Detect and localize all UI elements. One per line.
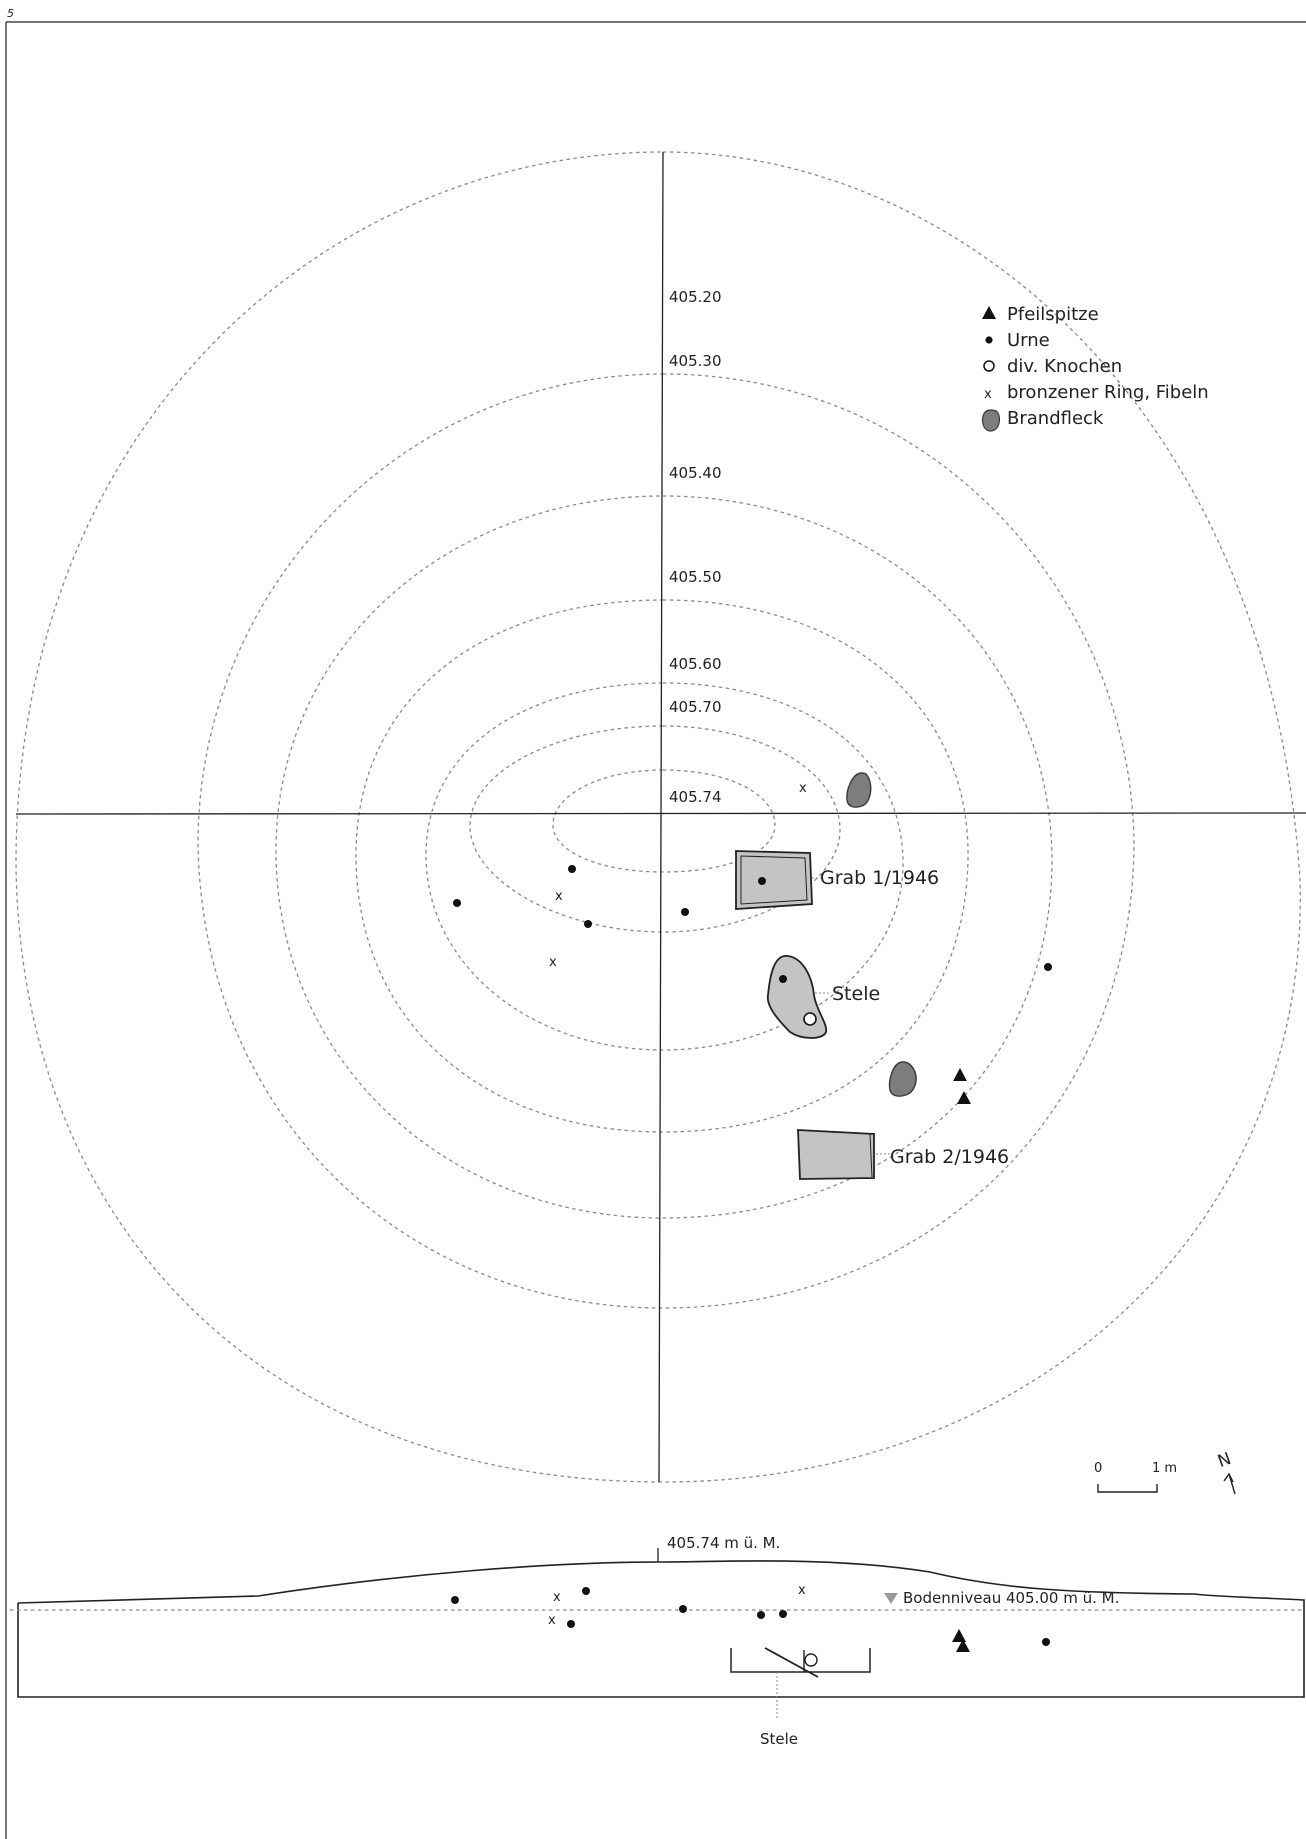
contour-405-50 <box>355 599 969 1133</box>
legend: Pfeilspitze Urne div. Knochen x bronzene… <box>981 304 1209 432</box>
grid-axes <box>15 151 1306 1483</box>
pfeilspitze-marker <box>952 1629 966 1642</box>
contour-label-405-74: 405.74 <box>669 788 722 806</box>
contour-label-405-70: 405.70 <box>669 698 722 716</box>
contour-label-405-20: 405.20 <box>669 288 722 306</box>
urne-marker <box>679 1605 687 1613</box>
contour-405-70 <box>469 725 841 933</box>
urne-marker <box>453 899 461 907</box>
stele-feature: Stele <box>766 955 880 1039</box>
ground-level-label: Bodenniveau 405.00 m ü. M. <box>903 1589 1119 1607</box>
legend-dot-icon <box>985 336 993 344</box>
urne-marker <box>1044 963 1052 971</box>
svg-text:N: N <box>1215 1449 1234 1472</box>
scale-bar: 0 1 m <box>1094 1461 1177 1493</box>
grab-2-1946: Grab 2/1946 <box>797 1129 1009 1180</box>
urne-marker <box>681 908 689 916</box>
contour-label-405-60: 405.60 <box>669 655 722 673</box>
contour-label-405-50: 405.50 <box>669 568 722 586</box>
brandfleck-2 <box>888 1061 917 1097</box>
section-stele-label: Stele <box>760 1730 798 1748</box>
legend-label-knochen: div. Knochen <box>1007 356 1122 377</box>
contour-405-74 <box>552 769 776 873</box>
pfeilspitze-marker <box>956 1639 970 1652</box>
stele-label: Stele <box>832 983 880 1005</box>
grab-2-label: Grab 2/1946 <box>890 1146 1009 1168</box>
ring-marker: x <box>555 889 563 904</box>
plan-finds: x x x <box>453 781 1052 1104</box>
legend-triangle-icon <box>982 306 996 319</box>
ring-marker: x <box>549 955 557 970</box>
urne-marker <box>1042 1638 1050 1646</box>
scale-one-label: 1 m <box>1152 1461 1177 1476</box>
ground-level-triangle-icon <box>884 1593 898 1604</box>
contour-405-40 <box>275 495 1053 1219</box>
contour-lines <box>15 151 1301 1483</box>
legend-label-ring: bronzener Ring, Fibeln <box>1007 382 1209 403</box>
grab-1-label: Grab 1/1946 <box>820 867 939 889</box>
contour-labels: 405.20 405.30 405.40 405.50 405.60 405.7… <box>666 287 722 806</box>
contour-label-405-40: 405.40 <box>669 464 722 482</box>
ring-marker: x <box>799 781 807 796</box>
pfeilspitze-marker <box>957 1091 971 1104</box>
ring-marker: x <box>798 1583 806 1598</box>
section-top-label: 405.74 m ü. M. <box>667 1534 780 1552</box>
urne-marker <box>568 865 576 873</box>
pfeilspitze-marker <box>953 1068 967 1081</box>
brandfleck-1 <box>846 772 872 808</box>
legend-circle-icon <box>983 360 995 372</box>
grab-1-1946: Grab 1/1946 <box>735 850 939 910</box>
urne-marker <box>567 1620 575 1628</box>
contour-405-60 <box>425 682 904 1051</box>
urne-marker <box>451 1596 459 1604</box>
urne-marker <box>757 1611 765 1619</box>
legend-label-pfeilspitze: Pfeilspitze <box>1007 304 1099 325</box>
legend-x-icon: x <box>984 387 992 402</box>
page-number: 5 <box>7 7 14 20</box>
plan-frame <box>5 21 1306 1839</box>
urne-marker <box>582 1587 590 1595</box>
north-arrow-icon: N <box>1215 1449 1236 1495</box>
urne-marker <box>779 1610 787 1618</box>
contour-405-30 <box>197 373 1135 1309</box>
contour-label-405-30: 405.30 <box>669 352 722 370</box>
ring-marker: x <box>553 1590 561 1605</box>
legend-label-urne: Urne <box>1007 330 1050 351</box>
scale-zero-label: 0 <box>1094 1461 1102 1476</box>
cross-section: 405.74 m ü. M. Bodenniveau 405.00 m ü. M… <box>10 1534 1305 1748</box>
legend-patch-icon <box>981 409 1001 432</box>
urne-marker <box>584 920 592 928</box>
legend-label-brandfleck: Brandfleck <box>1007 408 1104 429</box>
ring-marker: x <box>548 1613 556 1628</box>
contour-405-20 <box>15 151 1301 1483</box>
